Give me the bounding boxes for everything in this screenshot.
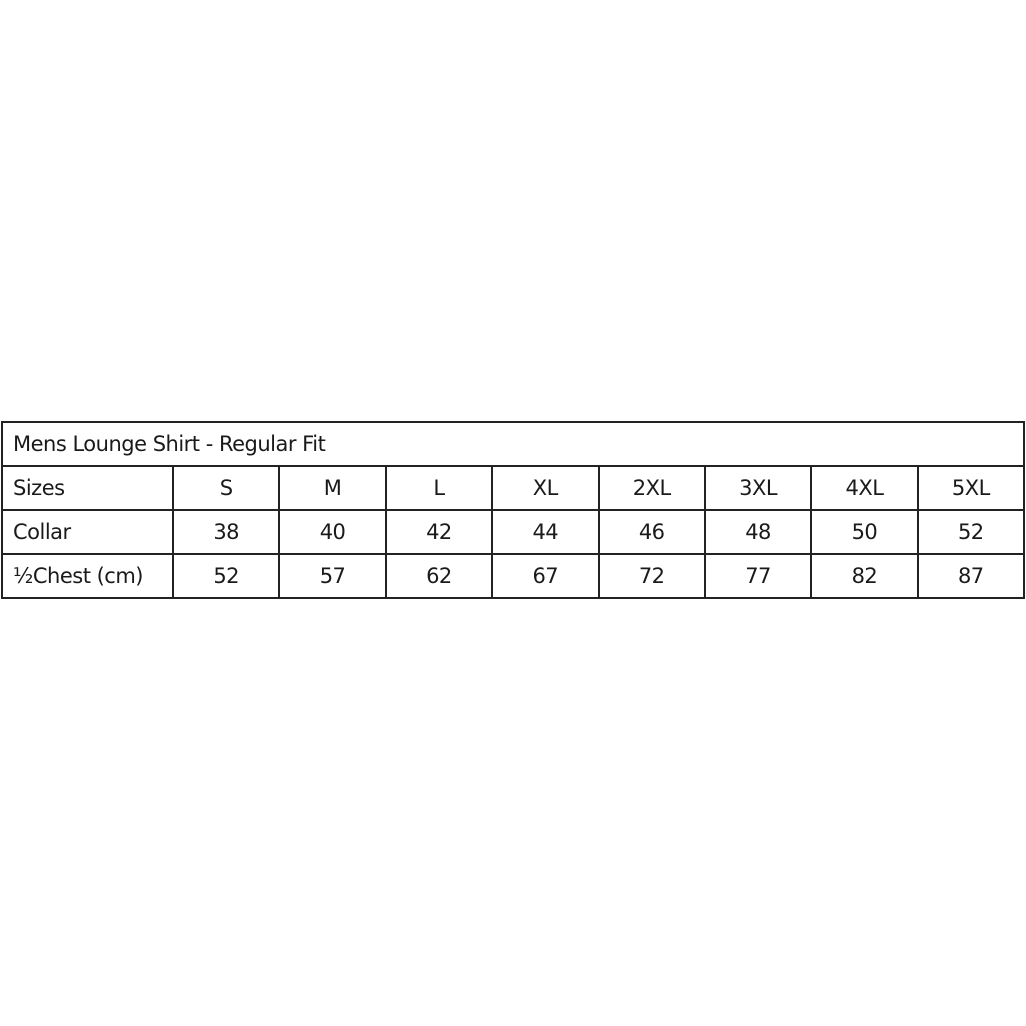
cell: 77 — [703, 553, 813, 599]
cell: 4XL — [810, 465, 919, 511]
cell: L — [384, 465, 494, 511]
size-chart-table: Mens Lounge Shirt - Regular Fit Sizes S … — [1, 421, 1026, 599]
row-label: Collar — [1, 509, 174, 555]
table-title: Mens Lounge Shirt - Regular Fit — [1, 421, 1025, 467]
cell: 38 — [171, 509, 281, 555]
table-row-collar: Collar 38 40 42 44 46 48 50 52 — [1, 509, 1026, 555]
cell: 48 — [703, 509, 813, 555]
cell: 44 — [491, 509, 600, 555]
cell: 50 — [810, 509, 919, 555]
cell: 82 — [810, 553, 919, 599]
cell: 42 — [384, 509, 494, 555]
row-label: ½Chest (cm) — [1, 553, 174, 599]
cell: S — [171, 465, 281, 511]
title-row: Mens Lounge Shirt - Regular Fit — [1, 421, 1025, 467]
cell: 2XL — [597, 465, 706, 511]
cell: 52 — [171, 553, 281, 599]
cell: 52 — [916, 509, 1026, 555]
cell: 40 — [278, 509, 387, 555]
cell: 67 — [491, 553, 600, 599]
cell: 62 — [384, 553, 494, 599]
cell: 46 — [597, 509, 706, 555]
row-label: Sizes — [1, 465, 174, 511]
cell: 5XL — [916, 465, 1026, 511]
table-row-sizes: Sizes S M L XL 2XL 3XL 4XL 5XL — [1, 465, 1026, 511]
cell: XL — [491, 465, 600, 511]
cell: M — [278, 465, 387, 511]
cell: 3XL — [703, 465, 813, 511]
cell: 57 — [278, 553, 387, 599]
table-row-chest: ½Chest (cm) 52 57 62 67 72 77 82 87 — [1, 553, 1026, 599]
cell: 72 — [597, 553, 706, 599]
cell: 87 — [916, 553, 1026, 599]
